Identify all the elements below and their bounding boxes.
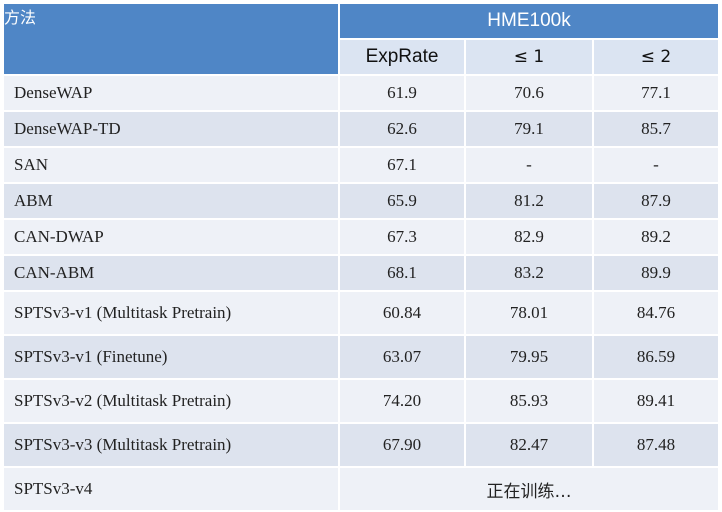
table-row: DenseWAP-TD 62.6 79.1 85.7: [2, 110, 721, 148]
le1-value: -: [464, 146, 594, 184]
le2-value: -: [591, 146, 721, 184]
exprate-value: 62.6: [338, 110, 466, 148]
le2-value: 89.41: [591, 378, 721, 424]
le1-value: 79.1: [464, 110, 594, 148]
le2-value: 86.59: [591, 334, 721, 380]
method-name: DenseWAP: [2, 74, 340, 112]
exprate-value: 65.9: [338, 182, 466, 220]
le1-value: 78.01: [464, 290, 594, 336]
method-name: DenseWAP-TD: [2, 110, 340, 148]
header-row: 方法 HME100k: [2, 2, 721, 76]
subheader-row: ExpRate ≤ 1 ≤ 2: [3, 38, 721, 76]
le1-value: 81.2: [464, 182, 594, 220]
table-row: SPTSv3-v2 (Multitask Pretrain) 74.20 85.…: [2, 378, 721, 424]
method-name: SPTSv3-v4: [2, 466, 340, 512]
exprate-value: 63.07: [338, 334, 466, 380]
exprate-value: 68.1: [338, 254, 466, 292]
le1-value: 70.6: [464, 74, 594, 112]
exprate-header: ExpRate: [338, 38, 466, 76]
exprate-value: 67.1: [338, 146, 466, 184]
table-row: SPTSv3-v1 (Multitask Pretrain) 60.84 78.…: [2, 290, 721, 336]
table-row: SPTSv3-v4 正在训练…: [2, 466, 721, 512]
exprate-value: 61.9: [338, 74, 466, 112]
table-row: CAN-DWAP 67.3 82.9 89.2: [2, 218, 721, 256]
method-name: CAN-ABM: [2, 254, 340, 292]
exprate-value: 67.90: [338, 422, 466, 468]
le2-value: 85.7: [591, 110, 721, 148]
method-name: ABM: [2, 182, 340, 220]
le2-value: 77.1: [591, 74, 721, 112]
le1-value: 83.2: [464, 254, 594, 292]
le2-header: ≤ 2: [591, 38, 721, 76]
exprate-value: 67.3: [338, 218, 466, 256]
method-name: SPTSv3-v1 (Multitask Pretrain): [2, 290, 340, 336]
le1-header: ≤ 1: [464, 38, 594, 76]
le2-value-best: 89.9: [591, 254, 721, 292]
dataset-header: HME100k: [337, 2, 721, 40]
le1-value: 82.47: [464, 422, 594, 468]
training-status: 正在训练…: [337, 466, 721, 512]
le2-value: 84.76: [591, 290, 721, 336]
method-name: CAN-DWAP: [2, 218, 340, 256]
le2-value: 89.2: [591, 218, 721, 256]
le2-value: 87.48: [591, 422, 721, 468]
method-name-best: SPTSv3-v2 (Multitask Pretrain): [2, 378, 340, 424]
table-row: ABM 65.9 81.2 87.9: [2, 182, 721, 220]
table-row: DenseWAP 61.9 70.6 77.1: [2, 74, 721, 112]
le1-value: 82.9: [464, 218, 594, 256]
exprate-value: 60.84: [338, 290, 466, 336]
exprate-value-best: 74.20: [338, 378, 466, 424]
method-name: SPTSv3-v3 (Multitask Pretrain): [2, 422, 340, 468]
table-row: SAN 67.1 - -: [2, 146, 721, 184]
method-name: SPTSv3-v1 (Finetune): [2, 334, 340, 380]
le2-value: 87.9: [591, 182, 721, 220]
table-row: SPTSv3-v3 (Multitask Pretrain) 67.90 82.…: [2, 422, 721, 468]
method-header: 方法: [2, 2, 340, 76]
method-name: SAN: [2, 146, 340, 184]
table-row: CAN-ABM 68.1 83.2 89.9: [2, 254, 721, 292]
le1-value: 79.95: [464, 334, 594, 380]
table-row: SPTSv3-v1 (Finetune) 63.07 79.95 86.59: [2, 334, 721, 380]
le1-value-best: 85.93: [464, 378, 594, 424]
